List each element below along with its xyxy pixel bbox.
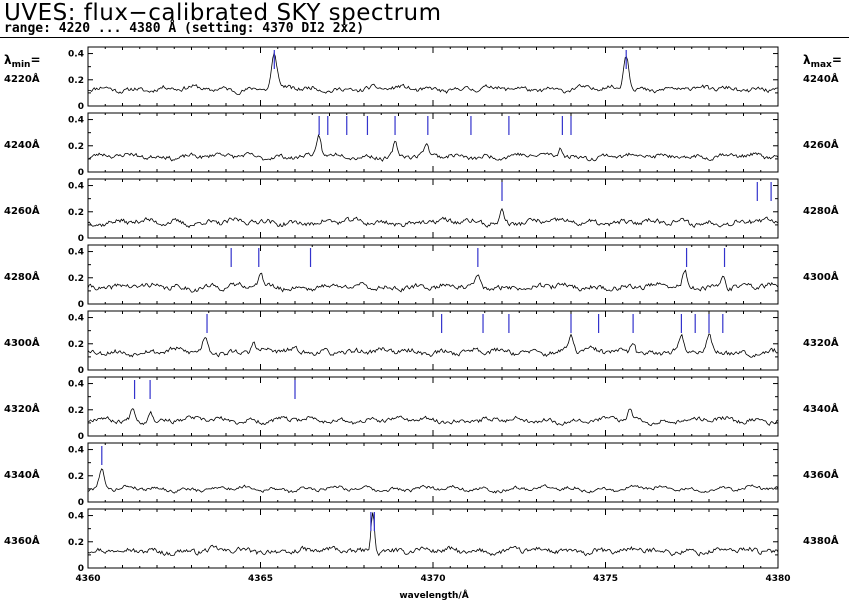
panel-7: 0 0.2 0.4 4340Å 4360Å	[4, 442, 839, 508]
lambda-max-label: 4320Å	[803, 336, 839, 349]
spectrum-panels: 0 0.2 0.4 4220Å 4240Å 0 0.2 0.4 4240Å 4260Å 0 0.2 0.…	[4, 46, 839, 584]
y-tick-label: 0	[78, 366, 84, 376]
y-tick-label: 0	[78, 168, 84, 178]
panel-4: 0 0.2 0.4 4280Å 4300Å	[4, 244, 839, 310]
y-tick-label: 0.2	[68, 76, 84, 86]
lambda-max-label: 4260Å	[803, 138, 839, 151]
lambda-max-label: 4300Å	[803, 270, 839, 283]
spectrum-line	[87, 512, 779, 557]
x-tick-label: 4370	[420, 574, 445, 584]
lambda-min-heading: λmin=	[4, 53, 41, 70]
y-tick-label: 0.2	[68, 208, 84, 218]
y-tick-label: 0	[78, 432, 84, 442]
x-axis-label: wavelength/Å	[399, 590, 468, 601]
y-tick-label: 0	[78, 564, 84, 574]
lambda-max-label: 4340Å	[803, 402, 839, 415]
lambda-min-label: 4260Å	[4, 204, 40, 217]
panel-6: 0 0.2 0.4 4320Å 4340Å	[4, 376, 839, 442]
y-tick-label: 0.4	[68, 50, 84, 60]
panel-1: 0 0.2 0.4 4220Å 4240Å	[4, 46, 839, 112]
lambda-max-label: 4360Å	[803, 468, 839, 481]
spectrum-line	[87, 134, 779, 162]
spectrum-line	[87, 269, 779, 293]
lambda-min-label: 4240Å	[4, 138, 40, 151]
panel-5: 0 0.2 0.4 4300Å 4320Å	[4, 310, 839, 376]
y-tick-label: 0.2	[68, 274, 84, 284]
lambda-min-label: 4300Å	[4, 336, 40, 349]
y-tick-label: 0	[78, 102, 84, 112]
y-tick-label: 0	[78, 234, 84, 244]
x-tick-label: 4360	[75, 574, 100, 584]
panel-2: 0 0.2 0.4 4240Å 4260Å	[4, 112, 839, 178]
y-tick-label: 0	[78, 300, 84, 310]
page-title: UVES: flux−calibrated SKY spectrum	[4, 0, 442, 26]
panel-frame	[87, 442, 779, 503]
lambda-min-label: 4340Å	[4, 468, 40, 481]
y-tick-label: 0.4	[68, 314, 84, 324]
y-tick-label: 0.4	[68, 512, 84, 522]
panel-frame	[87, 310, 779, 371]
panel-frame	[87, 112, 779, 173]
panel-frame	[87, 376, 779, 437]
lambda-max-label: 4240Å	[803, 72, 839, 85]
y-tick-label: 0.4	[68, 116, 84, 126]
y-tick-label: 0.2	[68, 538, 84, 548]
lambda-max-label: 4280Å	[803, 204, 839, 217]
y-tick-label: 0.4	[68, 380, 84, 390]
lambda-min-label: 4220Å	[4, 72, 40, 85]
spectrum-line	[87, 51, 779, 96]
lambda-max-heading: λmax=	[803, 53, 842, 70]
y-tick-label: 0.2	[68, 340, 84, 350]
y-tick-label: 0.4	[68, 446, 84, 456]
panel-frame	[87, 508, 779, 569]
page-subtitle: range: 4220 ... 4380 Å (setting: 4370 DI…	[4, 21, 365, 36]
panel-frame	[87, 178, 779, 239]
lambda-min-label: 4320Å	[4, 402, 40, 415]
y-tick-label: 0.2	[68, 406, 84, 416]
spectrum-line	[87, 408, 779, 427]
y-tick-label: 0.4	[68, 248, 84, 258]
lambda-min-label: 4360Å	[4, 534, 40, 547]
panel-frame	[87, 46, 779, 107]
title-divider	[0, 37, 849, 38]
lambda-max-label: 4380Å	[803, 534, 839, 547]
y-tick-label: 0.2	[68, 472, 84, 482]
spectrum-line	[87, 333, 779, 358]
panel-frame	[87, 244, 779, 305]
lambda-min-label: 4280Å	[4, 270, 40, 283]
x-tick-label: 4380	[765, 574, 790, 584]
spectrum-line	[87, 468, 779, 494]
panel-3: 0 0.2 0.4 4260Å 4280Å	[4, 178, 839, 244]
y-tick-label: 0.2	[68, 142, 84, 152]
y-tick-label: 0.4	[68, 182, 84, 192]
y-tick-label: 0	[78, 498, 84, 508]
x-tick-label: 4365	[248, 574, 273, 584]
x-tick-label: 4375	[593, 574, 618, 584]
panel-8: 0 0.2 0.4 4360Å 4380Å 4360 4365 4370 4375 4380	[4, 508, 839, 584]
spectrum-line	[87, 207, 779, 229]
